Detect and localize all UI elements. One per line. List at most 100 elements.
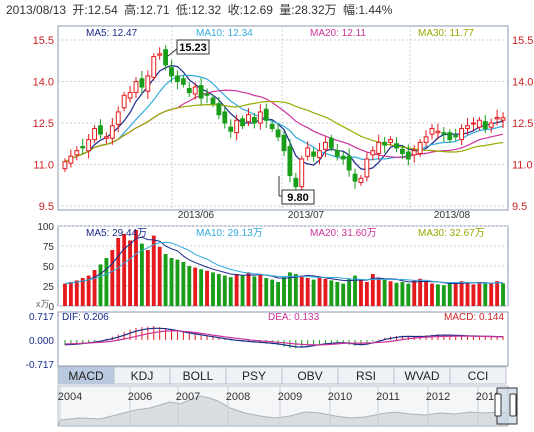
volume-tick: 75 <box>43 242 55 253</box>
volume-bar <box>293 274 298 306</box>
candle-body <box>198 85 204 99</box>
timeline-year: 2006 <box>128 391 152 403</box>
volume-bar <box>80 278 85 306</box>
volume-bar <box>495 281 500 306</box>
indicator-tabs: MACD KDJ BOLL PSY OBV RSI WVAD CCI <box>57 366 507 385</box>
volume-bar <box>465 283 470 306</box>
candle-body <box>340 155 346 160</box>
candle-body <box>364 158 370 178</box>
volume-bar <box>163 254 168 306</box>
min-price-annotation: 9.80 <box>278 176 315 205</box>
candle-body <box>180 78 186 85</box>
volume-bar <box>430 283 434 306</box>
legend-entry: MA10: 12.34 <box>196 28 253 39</box>
candle-body <box>334 150 340 157</box>
legend-entry: MA20: 12.11 <box>310 28 366 39</box>
volume-bar <box>68 282 73 306</box>
candle-body <box>346 155 352 171</box>
candle-body <box>222 111 228 124</box>
candle-body <box>453 134 459 138</box>
candle-body <box>405 151 411 160</box>
volume-bar <box>169 258 174 306</box>
candle-body <box>115 111 121 125</box>
macd-axis: 0.717 0.000 -0.717 <box>26 312 55 371</box>
legend-entry: MA30: 11.77 <box>418 28 474 39</box>
macd-tick: 0.000 <box>29 336 54 347</box>
timeline-right-handle[interactable] <box>509 393 517 417</box>
volume-bar <box>139 243 144 306</box>
volume-bar <box>441 285 446 306</box>
volume-ma-line <box>64 236 504 285</box>
candle-body <box>476 119 482 128</box>
candle-body <box>246 114 251 123</box>
price-tick-right: 15.5 <box>512 35 533 47</box>
price-tick-left: 11.0 <box>33 160 54 172</box>
candle-body <box>109 125 115 139</box>
volume-bar <box>335 282 340 306</box>
tab-label: MACD <box>68 369 104 383</box>
volume-tick: 50 <box>43 262 55 273</box>
candle-body <box>192 86 198 95</box>
quote-header: 2013/08/13 开:12.54 高:12.71 低:12.32 收:12.… <box>6 2 393 17</box>
volume-bar <box>234 274 239 306</box>
candle-body <box>447 132 453 141</box>
ma10-line <box>64 74 504 163</box>
volume-bar <box>104 258 109 306</box>
volume-bar <box>299 275 304 306</box>
candle-body <box>103 136 109 139</box>
legend-entry: MA20: 31.60万 <box>310 228 377 239</box>
volume-bar <box>418 278 423 306</box>
volume-bar <box>353 275 357 306</box>
timeline-year: 2007 <box>176 391 200 403</box>
timeline-left-handle[interactable] <box>494 393 502 417</box>
candle-body <box>68 155 74 164</box>
candle-body <box>281 134 287 152</box>
volume-bar <box>63 283 67 306</box>
price-axis: 15.5 15.5 14.0 14.0 12.5 12.5 11.0 11.0 9.5 9.5 <box>33 35 534 213</box>
candle-body <box>287 146 293 177</box>
volume-legend: MA5: 29.44万 MA10: 29.13万 MA20: 31.60万 MA30:… <box>86 228 485 239</box>
candle-body <box>500 117 506 121</box>
tab-cci[interactable] <box>449 366 507 385</box>
volume-bar <box>483 282 488 306</box>
candle-body <box>234 119 240 134</box>
price-tick-left: 15.5 <box>33 35 54 47</box>
timeline-navigator[interactable]: 2004 2006 2007 2008 2009 2010 2011 2012 2013 <box>57 385 518 427</box>
timeline-year: 2009 <box>278 391 302 403</box>
macd-dea-label: DEA: 0.133 <box>268 312 320 323</box>
timeline-year: 2012 <box>426 391 450 403</box>
volume-bar <box>211 272 215 306</box>
volume-bar <box>122 234 127 306</box>
volume-bar <box>246 272 251 306</box>
candle-body <box>459 128 465 141</box>
volume-tick: 25 <box>43 282 55 293</box>
volume-bar <box>181 262 186 306</box>
legend-entry: MA30: 32.67万 <box>418 228 485 239</box>
macd-lines <box>64 327 504 348</box>
volume-bar <box>359 280 363 306</box>
volume-tick: 0 <box>48 302 54 313</box>
volume-bar <box>175 259 180 306</box>
candle-body <box>275 129 281 138</box>
price-tick-right: 11.0 <box>512 160 533 172</box>
volume-bar <box>282 277 286 306</box>
volume-bar <box>287 272 292 306</box>
volume-bar <box>388 281 393 306</box>
volume-bar <box>270 279 275 306</box>
candle-body <box>311 151 317 157</box>
price-panel-frame <box>57 25 509 211</box>
candle-body <box>98 125 103 135</box>
price-legend: MA5: 12.47 MA10: 12.34 MA20: 12.11 MA30: 11… <box>86 28 474 39</box>
candle-body <box>482 121 488 130</box>
volume-bar <box>341 283 346 306</box>
candle-body <box>293 177 299 188</box>
legend-entry: MA10: 29.13万 <box>196 228 263 239</box>
volume-bar <box>128 240 133 306</box>
candle-body <box>488 122 494 128</box>
date-label-jun: 2013/06 <box>178 210 215 221</box>
candle-body <box>251 116 257 124</box>
candle-body <box>186 87 192 94</box>
volume-bar <box>110 250 115 306</box>
candle-body <box>328 137 334 149</box>
